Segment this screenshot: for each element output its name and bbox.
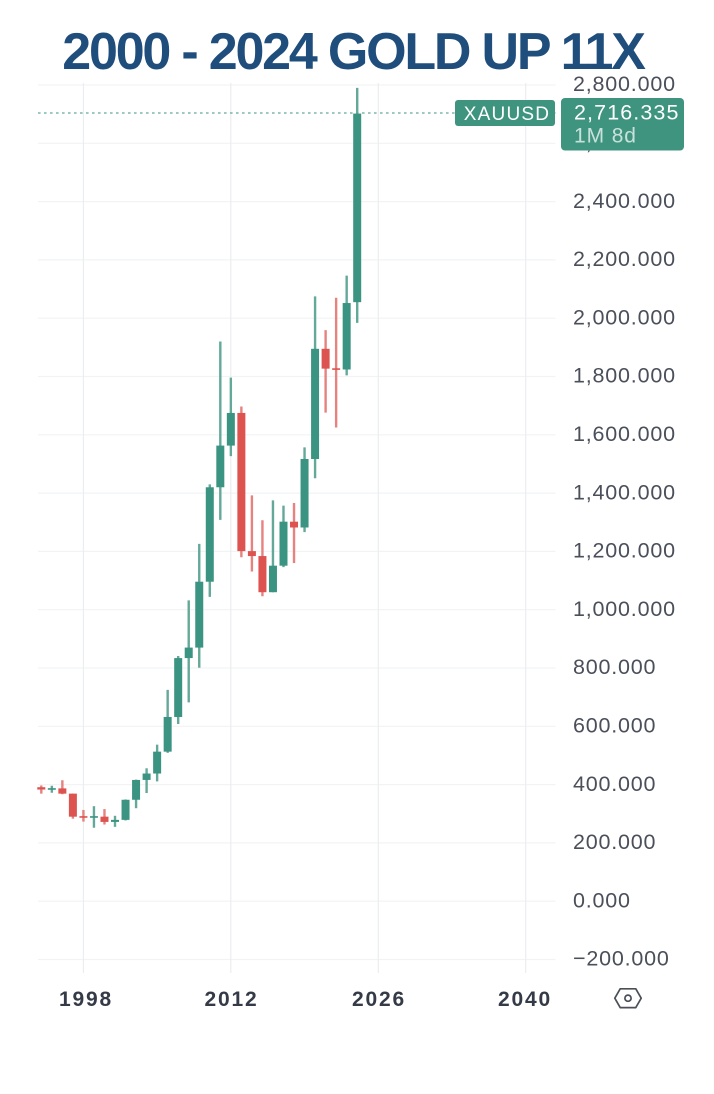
svg-text:1M 8d: 1M 8d [574,125,637,148]
svg-text:2,400.000: 2,400.000 [573,189,676,213]
svg-text:1,200.000: 1,200.000 [573,539,676,563]
svg-text:2026: 2026 [352,988,406,1011]
svg-text:2012: 2012 [205,988,259,1011]
svg-text:1,400.000: 1,400.000 [573,480,676,504]
svg-text:800.000: 800.000 [573,655,656,679]
svg-text:200.000: 200.000 [573,830,656,854]
svg-text:600.000: 600.000 [573,714,656,738]
svg-text:−200.000: −200.000 [573,947,670,971]
svg-text:2040: 2040 [498,988,552,1011]
svg-text:2,000.000: 2,000.000 [573,305,676,329]
svg-text:2,200.000: 2,200.000 [573,247,676,271]
svg-text:2,716.335: 2,716.335 [574,101,680,125]
svg-text:2,800.000: 2,800.000 [573,72,676,96]
svg-text:1,000.000: 1,000.000 [573,597,676,621]
svg-text:400.000: 400.000 [573,772,656,796]
svg-text:1,800.000: 1,800.000 [573,364,676,388]
svg-text:XAUUSD: XAUUSD [464,104,550,125]
svg-text:1998: 1998 [59,988,113,1011]
svg-text:1,600.000: 1,600.000 [573,422,676,446]
svg-text:0.000: 0.000 [573,888,631,912]
